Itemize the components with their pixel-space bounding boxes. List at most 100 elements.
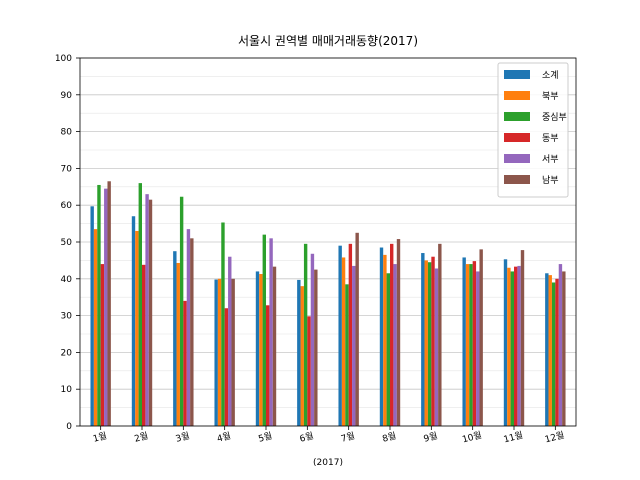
y-tick-label: 90	[61, 91, 73, 101]
y-tick-label: 50	[61, 238, 73, 248]
x-tick-label: 3월	[174, 429, 191, 444]
bar	[341, 257, 346, 426]
legend-label: 소계	[542, 69, 559, 81]
bar	[255, 271, 260, 426]
bar	[424, 260, 428, 426]
bar	[548, 275, 552, 426]
bar	[514, 266, 518, 426]
bar	[345, 284, 349, 426]
bar	[352, 265, 356, 426]
bar	[269, 238, 273, 426]
y-tick-label: 60	[61, 201, 73, 211]
bar	[231, 278, 235, 426]
bar	[104, 188, 108, 426]
bar	[186, 229, 191, 426]
bar	[355, 232, 359, 426]
y-tick-label: 20	[61, 348, 73, 358]
bar	[551, 282, 556, 426]
bar	[303, 243, 308, 426]
y-tick-label: 40	[61, 275, 73, 285]
bar	[90, 206, 94, 426]
bar	[469, 264, 473, 426]
legend-label: 중심부	[542, 112, 567, 123]
x-axis-label: (2017)	[313, 458, 343, 468]
bar	[262, 234, 266, 426]
legend-label: 북부	[542, 91, 559, 102]
bar	[503, 259, 508, 426]
bar	[465, 264, 470, 426]
bar	[434, 268, 439, 426]
bar	[217, 278, 222, 426]
x-tick-label: 2월	[133, 429, 150, 444]
x-tick-label: 4월	[216, 429, 233, 444]
bar	[266, 305, 270, 426]
bar	[145, 194, 149, 426]
bar	[300, 286, 304, 426]
bar	[555, 278, 559, 426]
bar	[190, 238, 194, 426]
bar	[545, 273, 549, 426]
bar	[421, 253, 425, 426]
bar	[348, 243, 353, 426]
y-axis: 0 10 20 30 40 50 60 70 80 90 100	[55, 54, 80, 432]
bar	[224, 308, 229, 426]
bar	[176, 262, 180, 426]
bar	[520, 250, 525, 426]
legend-label: 남부	[542, 175, 559, 186]
legend-swatch	[504, 112, 530, 121]
bar	[562, 271, 566, 426]
bar	[507, 267, 511, 426]
legend-label: 동부	[542, 133, 559, 144]
legend-swatch	[504, 133, 530, 142]
bar	[100, 264, 105, 426]
x-tick-label: 10월	[461, 429, 483, 446]
x-axis: 1월 2월 3월 4월 5월 6월 7월 8월 9월 10월 11월 12월	[92, 426, 566, 445]
y-tick-label: 10	[61, 385, 73, 395]
bar	[228, 256, 232, 426]
legend-swatch	[504, 154, 530, 163]
x-tick-label: 9월	[422, 429, 439, 444]
x-tick-label: 1월	[92, 429, 109, 444]
legend-swatch	[504, 70, 530, 79]
bar	[297, 279, 301, 426]
bar	[148, 199, 153, 426]
bar	[390, 243, 394, 426]
bar	[386, 273, 390, 426]
bar	[272, 266, 277, 426]
bar	[259, 274, 263, 426]
bar	[97, 184, 101, 426]
bar-marks	[90, 181, 566, 426]
bar	[173, 251, 177, 426]
bar	[314, 269, 318, 426]
bar	[476, 271, 480, 426]
x-tick-label: 5월	[257, 429, 274, 444]
y-tick-label: 70	[61, 164, 73, 174]
y-tick-label: 0	[66, 422, 72, 432]
bar	[179, 196, 184, 426]
y-tick-label: 80	[61, 128, 73, 138]
bar	[472, 261, 477, 426]
x-tick-label: 12월	[543, 429, 565, 446]
chart-title: 서울시 권역별 매매거래동향(2017)	[238, 34, 418, 48]
bar	[383, 254, 387, 426]
bar	[517, 265, 521, 426]
bar	[310, 253, 315, 426]
bar	[183, 300, 187, 426]
bar	[393, 264, 397, 426]
bar	[221, 222, 225, 426]
bar	[338, 245, 342, 426]
bar	[214, 279, 218, 426]
x-tick-label: 11월	[502, 429, 524, 446]
bar	[438, 243, 442, 426]
x-tick-label: 7월	[340, 429, 357, 444]
bar	[379, 247, 384, 426]
bar	[431, 256, 435, 426]
x-tick-label: 6월	[298, 429, 315, 444]
bar	[107, 181, 111, 426]
bar	[396, 239, 401, 426]
plot-frame	[79, 57, 577, 427]
bar	[558, 264, 563, 426]
legend-label: 서부	[542, 154, 559, 165]
